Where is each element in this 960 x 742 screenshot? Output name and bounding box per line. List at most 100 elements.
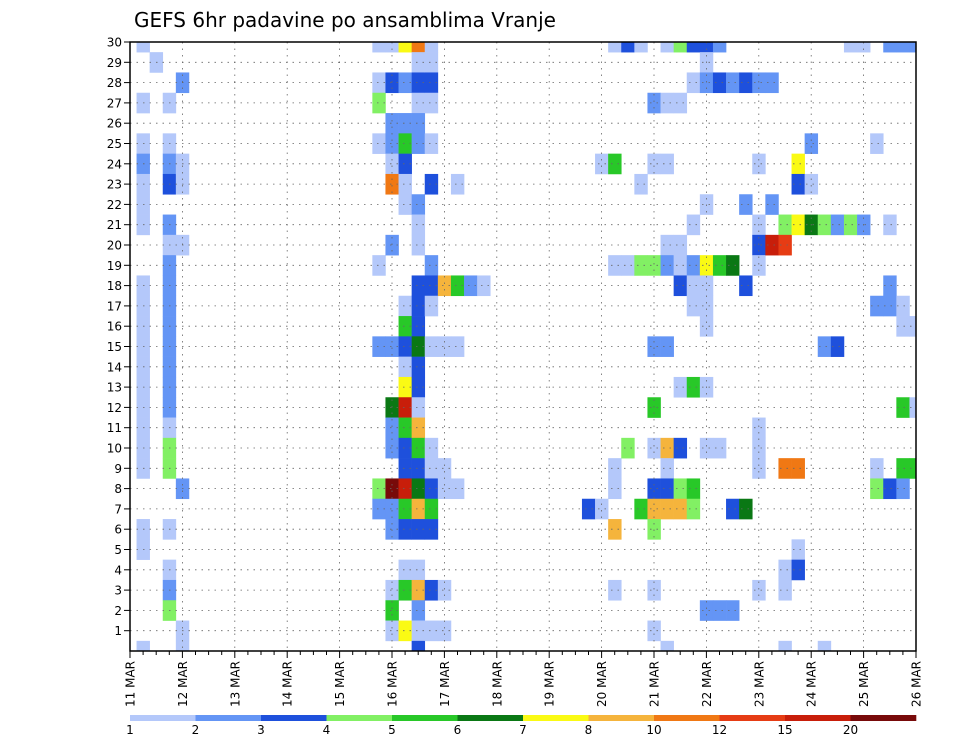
heatmap-cell [817,214,832,236]
axis-ticks: 1234567891011121314151617181920212223242… [107,36,924,707]
y-tick-label: 24 [107,157,122,171]
heatmap-cell [843,214,858,236]
heatmap-cell [634,173,648,195]
heatmap-cell [699,295,714,317]
heatmap-cell [896,42,910,53]
heatmap-cell [673,478,688,500]
heatmap-cell [647,397,661,418]
heatmap-cell [398,458,412,479]
heatmap-cell [136,640,150,652]
heatmap-cell [608,153,622,175]
heatmap-cell [647,336,661,357]
heatmap-cell [883,42,897,53]
colorbar-swatch [588,715,655,721]
heatmap-cell [398,336,412,357]
heatmap-cell [477,275,491,297]
y-tick-label: 4 [114,563,122,577]
heatmap-cell [424,519,439,540]
colorbar-swatch [523,715,589,721]
heatmap-cell [385,498,399,520]
y-tick-label: 17 [107,299,122,313]
colorbar-swatch [392,715,458,721]
heatmap-cell [634,42,648,53]
heatmap-cell [175,640,190,652]
heatmap-cell [699,275,714,297]
heatmap-cell [424,173,439,195]
heatmap-cell [398,519,412,540]
heatmap-cell [699,437,714,459]
heatmap-cell [647,579,661,601]
heatmap-cell [398,113,412,134]
heatmap-cell [398,397,412,418]
heatmap-cell [660,42,674,53]
heatmap-cell [752,579,766,601]
heatmap-cell [712,255,727,276]
heatmap-cell [686,498,701,520]
heatmap-cell [909,316,917,337]
heatmap-cell [686,255,701,276]
heatmap-cell [398,133,412,154]
heatmap-cell [385,113,399,134]
colorbar-swatch [850,715,917,721]
heatmap-cell [411,194,426,215]
heatmap-cell [726,255,740,276]
y-tick-label: 28 [107,76,122,90]
heatmap-cell [411,519,426,540]
heatmap-cell [765,72,779,94]
colorbar-tick-label: 10 [646,723,661,737]
heatmap-cell [385,42,399,53]
heatmap-cell [634,255,648,276]
heatmap-cell [804,173,819,195]
colorbar-swatch [785,715,851,721]
x-tick-label: 26 MAR [910,661,924,707]
heatmap-cell [372,336,386,357]
heatmap-cell [870,458,884,479]
heatmap-cell [411,437,426,459]
heatmap-cell [411,478,426,500]
heatmap-cell [608,478,622,500]
heatmap-cell [726,498,740,520]
colorbar-tick-label: 6 [454,723,462,737]
heatmap-cell [398,316,412,337]
heatmap-cell [398,620,412,642]
heatmap-cell [411,52,426,73]
heatmap-cell [437,458,452,479]
heatmap-cell [411,214,426,236]
heatmap-cell [699,316,714,337]
heatmap-cell [752,72,766,94]
y-tick-label: 7 [114,502,122,516]
x-tick-label: 16 MAR [386,661,400,707]
heatmap-cell [424,478,439,500]
heatmap-cell [883,214,897,236]
heatmap-cell [909,42,917,53]
colorbar-tick-label: 20 [843,723,858,737]
heatmap-cell [608,519,622,540]
heatmap-cell [660,92,674,114]
heatmap-cell [752,234,766,256]
heatmap-cell [424,255,439,276]
heatmap-cell [608,579,622,601]
y-tick-label: 30 [107,36,122,50]
heatmap-cell [883,478,897,500]
colorbar-tick-label: 15 [777,723,792,737]
x-tick-label: 11 MAR [124,661,138,707]
heatmap-cell [686,214,701,236]
heatmap-cell [660,336,674,357]
heatmap-cell [660,498,674,520]
heatmap-cell [385,173,399,195]
heatmap-cell [896,316,910,337]
heatmap-cell [896,458,910,479]
heatmap-cell [647,437,661,459]
heatmap-cell [385,579,399,601]
heatmap-cell [896,397,910,418]
heatmap-cell [411,356,426,378]
y-tick-label: 25 [107,137,122,151]
heatmap-cell [411,376,426,398]
heatmap-cell [739,194,753,215]
heatmap-cell [791,214,805,236]
heatmap-cell [424,579,439,601]
heatmap-cell [595,153,609,175]
colorbar-tick-label: 3 [257,723,265,737]
heatmap-cell [896,295,910,317]
